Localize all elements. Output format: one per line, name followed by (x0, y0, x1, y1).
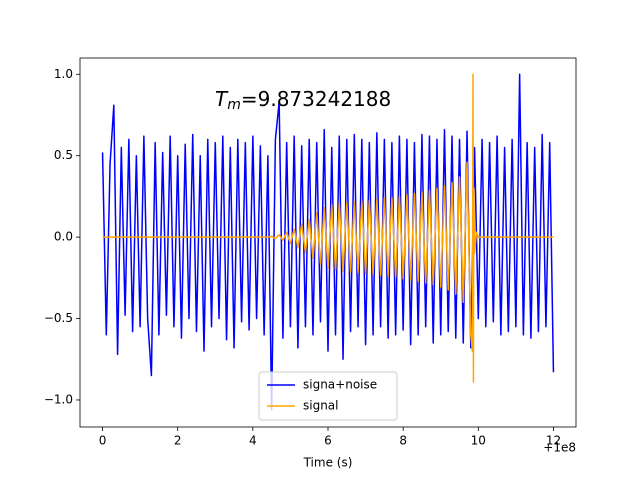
legend-box (258, 371, 398, 421)
x-tick-label: 12 (546, 434, 561, 448)
legend-label: signa+noise (303, 378, 377, 392)
x-axis-label: Time (s) (303, 456, 353, 470)
x-tick-label: 4 (249, 434, 257, 448)
y-tick-label: 0.5 (54, 148, 73, 162)
annotation-text: =9.873242188 (241, 87, 391, 111)
x-tick-label: 10 (471, 434, 486, 448)
x-tick-label: 8 (399, 434, 407, 448)
y-tick-label: 0.0 (54, 230, 73, 244)
y-tick-label: 1.0 (54, 67, 73, 81)
series-line (101, 73, 555, 411)
x-tick-label: 0 (99, 434, 107, 448)
y-tick-label: −0.5 (44, 311, 73, 325)
x-tick-label: 6 (324, 434, 332, 448)
plot-area (101, 73, 555, 411)
x-offset-label: +1e8 (543, 441, 576, 455)
x-tick-label: 2 (174, 434, 182, 448)
annotation-symbol: T (215, 87, 229, 111)
annotation: Tm=9.873242188 (215, 87, 391, 114)
legend: signa+noise signal (258, 371, 398, 421)
series-line (102, 73, 554, 383)
legend-label: signal (303, 399, 339, 413)
annotation-subscript: m (227, 97, 241, 113)
y-tick-label: −1.0 (44, 392, 73, 406)
